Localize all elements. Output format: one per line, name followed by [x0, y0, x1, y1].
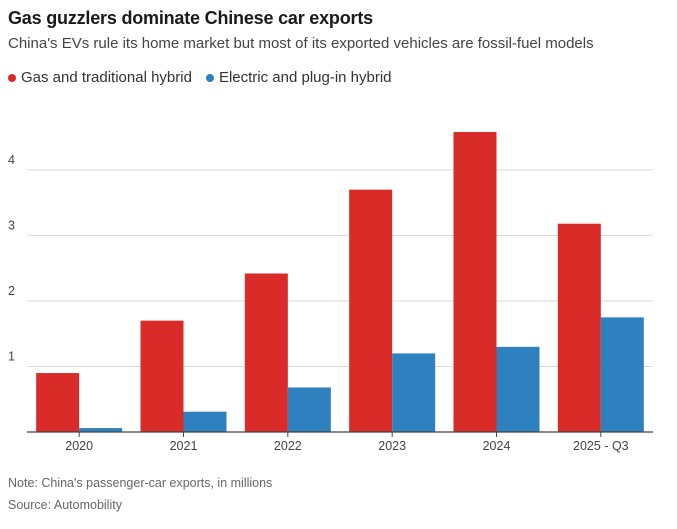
bar-gas: [557, 223, 601, 432]
x-tick-label: 2020: [65, 439, 93, 453]
chart-source: Source: Automobility: [8, 498, 122, 512]
legend-swatch-electric: [205, 73, 214, 82]
x-tick-label: 2022: [274, 439, 302, 453]
legend: Gas and traditional hybrid Electric and …: [8, 69, 392, 86]
x-tick-label: 2021: [170, 439, 198, 453]
bar-electric: [79, 428, 123, 432]
bar-electric: [600, 317, 644, 432]
y-tick-label: 3: [8, 219, 15, 233]
bar-gas: [36, 373, 80, 432]
chart-note: Note: China's passenger-car exports, in …: [8, 476, 273, 490]
bar-gas: [244, 273, 288, 432]
x-tick-label: 2024: [483, 439, 511, 453]
bar-gas: [140, 320, 184, 432]
bar-gas: [349, 189, 393, 432]
bar-electric: [496, 346, 540, 432]
y-tick-label: 2: [8, 284, 15, 298]
chart-subtitle: China's EVs rule its home market but mos…: [8, 35, 594, 52]
y-tick-label: 4: [8, 153, 15, 167]
legend-swatch-gas: [8, 73, 16, 82]
y-tick-label: 1: [8, 350, 15, 364]
bar-electric: [287, 387, 331, 432]
x-tick-label: 2025 - Q3: [573, 439, 629, 453]
legend-item-gas: Gas and traditional hybrid: [8, 69, 192, 86]
chart-title: Gas guzzlers dominate Chinese car export…: [8, 8, 373, 28]
legend-label-gas: Gas and traditional hybrid: [21, 69, 192, 86]
bar-electric: [183, 411, 227, 432]
legend-item-electric: Electric and plug-in hybrid: [205, 69, 392, 86]
bar-gas: [453, 132, 497, 432]
bar-electric: [392, 353, 436, 432]
legend-label-electric: Electric and plug-in hybrid: [218, 69, 392, 86]
x-tick-label: 2023: [378, 439, 406, 453]
